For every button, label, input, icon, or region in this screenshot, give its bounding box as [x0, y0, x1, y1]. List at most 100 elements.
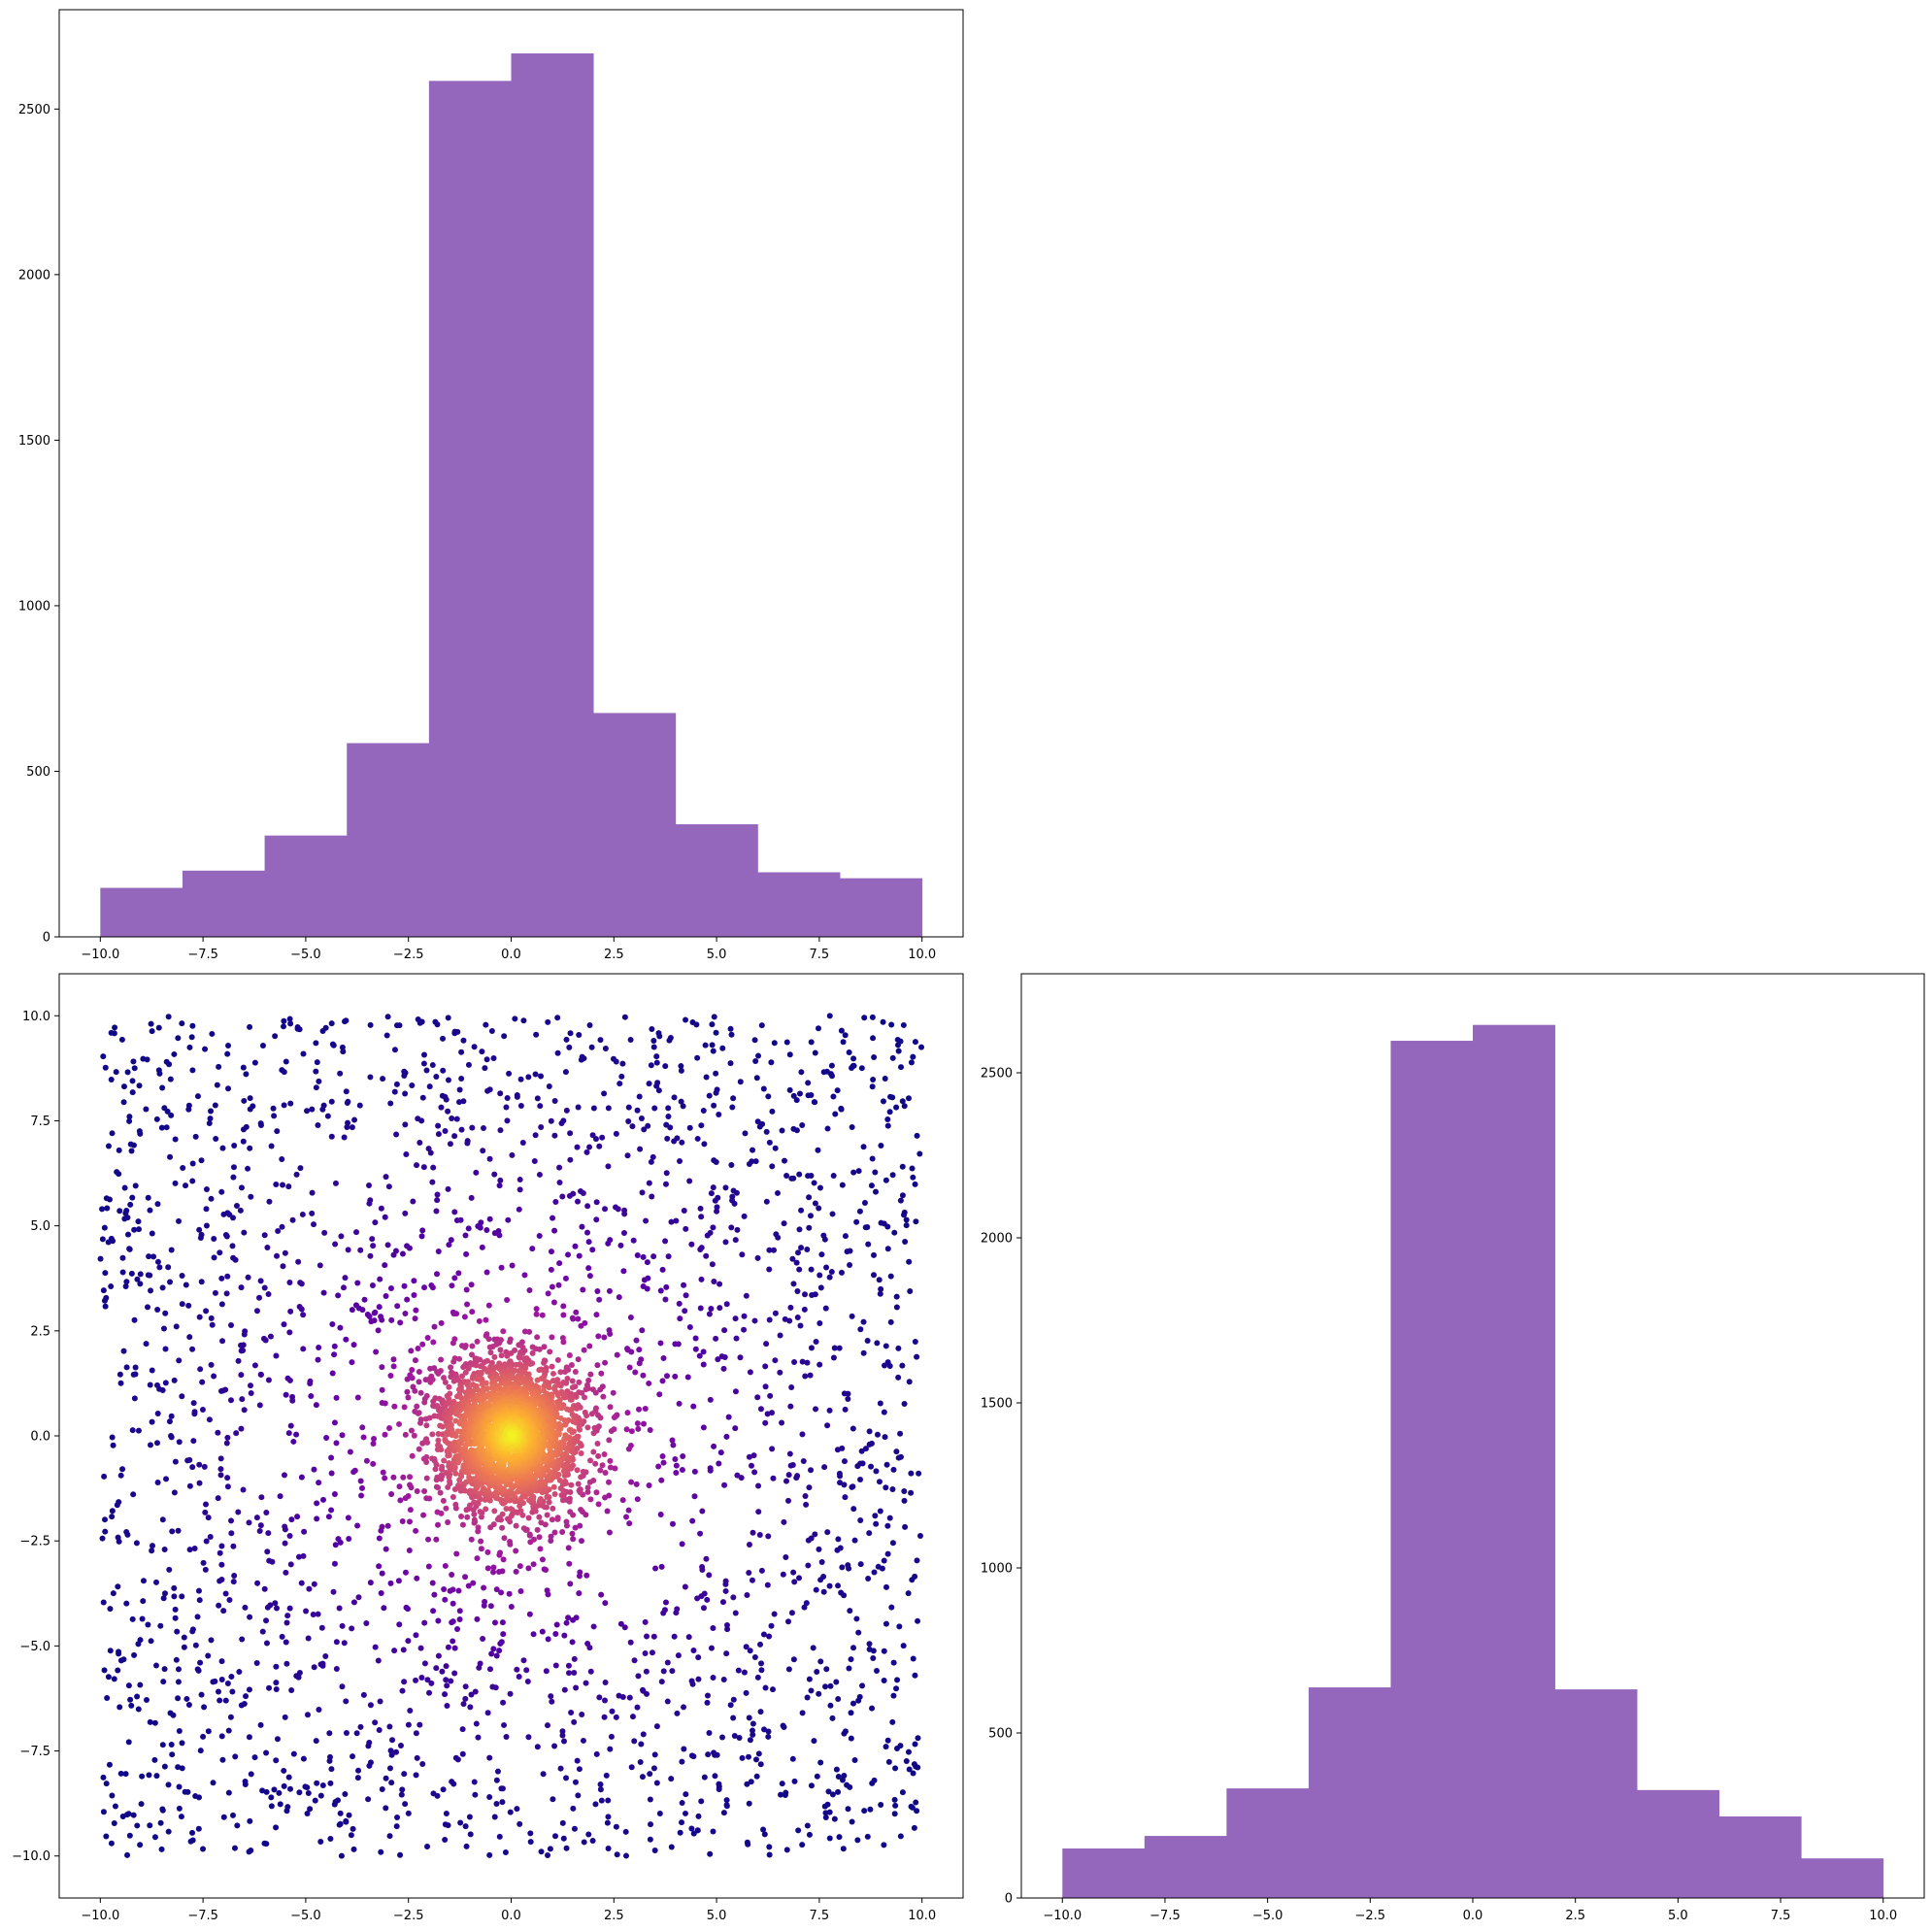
scatter-point: [262, 1337, 269, 1344]
scatter-point: [871, 1251, 877, 1258]
scatter-point: [713, 1089, 719, 1096]
scatter-point: [222, 1386, 229, 1393]
scatter-point: [912, 1672, 918, 1679]
scatter-point: [468, 1691, 475, 1698]
scatter-point: [620, 1268, 627, 1275]
scatter-point: [261, 1232, 268, 1239]
scatter-point: [189, 1829, 196, 1836]
scatter-point: [218, 1301, 225, 1308]
scatter-point: [134, 1693, 141, 1700]
scatter-point: [903, 1758, 910, 1765]
scatter-point: [567, 1509, 574, 1515]
scatter-point: [808, 1039, 815, 1046]
scatter-point: [432, 1466, 439, 1473]
scatter-point: [189, 1067, 196, 1074]
scatter-point: [579, 1711, 585, 1717]
scatter-point: [295, 1258, 302, 1265]
scatter-point: [765, 1733, 772, 1740]
scatter-point: [649, 1649, 655, 1656]
scatter-point: [686, 1124, 693, 1131]
scatter-point: [633, 1337, 640, 1344]
scatter-point: [807, 1213, 814, 1219]
scatter-point: [173, 1323, 180, 1330]
scatter-point: [810, 1645, 816, 1651]
scatter-point: [234, 1822, 241, 1829]
scatter-point: [240, 1486, 247, 1493]
scatter-point: [195, 1587, 202, 1594]
scatter-point: [731, 1733, 738, 1739]
scatter-point: [563, 1406, 570, 1413]
scatter-point: [381, 1605, 387, 1612]
scatter-point: [617, 1242, 624, 1248]
scatter-point: [637, 1759, 644, 1766]
scatter-point: [205, 1515, 212, 1521]
scatter-point: [406, 1245, 413, 1251]
scatter-point: [822, 1683, 829, 1690]
scatter-point: [458, 1126, 465, 1133]
scatter-point: [186, 1334, 193, 1341]
scatter-point: [241, 1229, 248, 1236]
scatter-point: [568, 1362, 575, 1369]
scatter-point: [117, 1770, 124, 1777]
scatter-point: [477, 1509, 483, 1515]
scatter-point: [614, 1851, 620, 1858]
scatter-point: [384, 1014, 391, 1020]
scatter-point: [709, 1021, 716, 1028]
scatter-point: [723, 1650, 730, 1657]
scatter-point: [901, 1400, 908, 1407]
scatter-point: [874, 1340, 881, 1347]
scatter-point: [914, 1808, 920, 1814]
scatter-point: [869, 1014, 876, 1020]
scatter-point: [583, 1680, 589, 1686]
scatter-point: [789, 1255, 796, 1262]
scatter-point: [116, 1147, 122, 1153]
scatter-point: [379, 1364, 385, 1371]
scatter-point: [783, 1789, 789, 1796]
scatter-point: [704, 1699, 711, 1706]
scatter-point: [734, 1226, 741, 1233]
scatter-point: [285, 1183, 292, 1190]
scatter-point: [168, 1742, 175, 1748]
scatter-point: [764, 1581, 771, 1588]
scatter-point: [297, 1165, 304, 1172]
scatter-point: [697, 1530, 704, 1537]
scatter-point: [107, 1606, 114, 1613]
scatter-point: [771, 1247, 778, 1253]
scatter-point: [625, 1446, 632, 1452]
scatter-point: [417, 1416, 424, 1423]
scatter-point: [227, 1714, 234, 1720]
scatter-point: [379, 1523, 385, 1530]
scatter-point: [241, 1701, 248, 1708]
scatter-point: [537, 1546, 544, 1552]
scatter-point: [403, 1604, 410, 1611]
scatter-point: [567, 1156, 574, 1163]
scatter-point: [877, 1400, 883, 1407]
scatter-point: [313, 1738, 319, 1745]
scatter-point: [615, 1206, 621, 1213]
scatter-point: [201, 1463, 208, 1470]
scatter-point: [552, 1662, 559, 1669]
scatter-point: [460, 1364, 467, 1371]
scatter-point: [644, 1633, 650, 1640]
scatter-point: [214, 1082, 220, 1088]
scatter-point: [354, 1775, 361, 1781]
scatter-point: [494, 1768, 501, 1775]
scatter-point: [909, 1577, 916, 1583]
scatter-point: [426, 1415, 433, 1421]
scatter-point: [786, 1051, 793, 1058]
scatter-point: [360, 1434, 367, 1441]
scatter-point: [806, 1484, 813, 1491]
scatter-point: [766, 1844, 773, 1850]
scatter-point: [544, 1494, 550, 1501]
scatter-point: [683, 1016, 689, 1023]
histogram-bar: [428, 81, 512, 937]
scatter-point: [527, 1839, 534, 1846]
scatter-point: [700, 1108, 707, 1115]
scatter-point: [459, 1521, 466, 1528]
scatter-point: [799, 1431, 806, 1438]
scatter-point: [230, 1164, 237, 1171]
scatter-point: [393, 1081, 400, 1087]
scatter-point: [910, 1770, 916, 1777]
scatter-point: [855, 1168, 862, 1175]
scatter-point: [513, 1568, 519, 1575]
